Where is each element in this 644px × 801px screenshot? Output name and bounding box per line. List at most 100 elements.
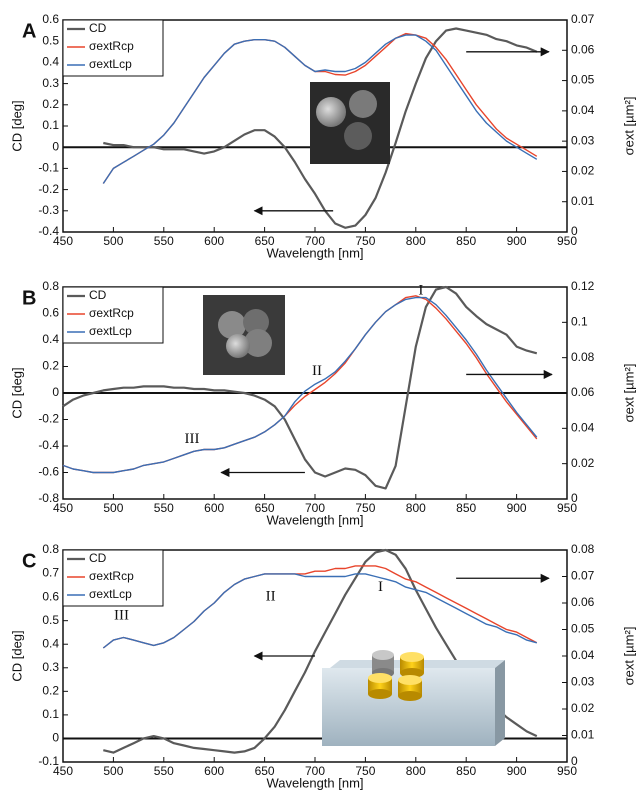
y-tick-label: -0.3	[38, 203, 59, 217]
sem-inset-b	[203, 295, 285, 375]
y-axis-label: CD [deg]	[9, 100, 24, 151]
x-tick-label: 550	[154, 764, 174, 778]
annotation: II	[312, 363, 322, 379]
x-tick-label: 450	[53, 234, 73, 248]
y-axis-label: CD [deg]	[9, 367, 24, 418]
y2-tick-label: 0.02	[571, 456, 595, 470]
y2-tick-label: 0	[571, 491, 578, 505]
x-tick-label: 500	[103, 234, 123, 248]
series-line	[102, 573, 537, 649]
insets	[203, 82, 505, 746]
x-tick-label: 900	[507, 234, 527, 248]
y2-tick-label: 0.04	[571, 648, 595, 662]
y2-tick-label: 0.03	[571, 133, 595, 147]
structure-inset-c	[322, 650, 505, 746]
annotation: I	[378, 579, 383, 595]
x-tick-label: 750	[355, 234, 375, 248]
y-tick-label: 0.2	[42, 97, 59, 111]
sem-inset-a	[310, 82, 390, 164]
legend-label: σextRcp	[89, 569, 134, 583]
x-tick-label: 450	[53, 764, 73, 778]
x-tick-label: 800	[406, 764, 426, 778]
y-tick-label: 0.4	[42, 332, 59, 346]
x-tick-label: 600	[204, 764, 224, 778]
x-tick-label: 600	[204, 234, 224, 248]
y2-axis-label: σext [µm²]	[621, 364, 636, 423]
y2-tick-label: 0.04	[571, 103, 595, 117]
y-tick-label: 0.8	[42, 542, 59, 556]
y2-tick-label: 0.02	[571, 701, 595, 715]
panel: 450 500 550 600 650 700 750 800 850 900 950 -0.4 -0.…	[9, 12, 636, 260]
x-tick-label: 700	[305, 764, 325, 778]
x-tick-label: 750	[355, 501, 375, 515]
legend-label: CD	[89, 288, 107, 302]
y2-tick-label: 0.01	[571, 194, 595, 208]
y-tick-label: 0.6	[42, 589, 59, 603]
y2-axis-label: σext [µm²]	[621, 97, 636, 156]
annotation: I	[418, 282, 423, 298]
annotation: III	[114, 607, 129, 623]
y2-tick-label: 0.07	[571, 12, 595, 26]
x-tick-label: 850	[456, 234, 476, 248]
y2-tick-label: 0.08	[571, 542, 595, 556]
y2-tick-label: 0.05	[571, 622, 595, 636]
y-tick-label: 0.1	[42, 118, 59, 132]
y-tick-label: -0.2	[38, 412, 59, 426]
series-line	[62, 285, 538, 490]
x-tick-label: 800	[406, 501, 426, 515]
y-tick-label: 0.7	[42, 566, 59, 580]
annotation: II	[266, 589, 276, 605]
y-tick-label: -0.2	[38, 182, 59, 196]
panel-label: A	[22, 20, 36, 42]
legend-label: σextRcp	[89, 306, 134, 320]
x-tick-label: 450	[53, 501, 73, 515]
y2-tick-label: 0.04	[571, 421, 595, 435]
y2-tick-label: 0.12	[571, 279, 595, 293]
legend-label: CD	[89, 21, 107, 35]
x-tick-label: 700	[305, 501, 325, 515]
x-tick-label: 550	[154, 501, 174, 515]
x-tick-label: 800	[406, 234, 426, 248]
x-tick-label: 650	[255, 501, 275, 515]
x-tick-label: 950	[557, 501, 577, 515]
legend-label: σextRcp	[89, 39, 134, 53]
y-tick-label: -0.1	[38, 161, 59, 175]
y-tick-label: -0.4	[38, 438, 59, 452]
y2-tick-label: 0.07	[571, 569, 595, 583]
legend-box	[62, 19, 164, 77]
x-tick-label: 500	[103, 501, 123, 515]
y-tick-label: 0	[52, 139, 59, 153]
x-tick-label: 500	[103, 764, 123, 778]
y-tick-label: -0.4	[38, 224, 59, 238]
x-tick-label: 600	[204, 501, 224, 515]
y2-tick-label: 0.1	[571, 315, 588, 329]
y-tick-label: 0.2	[42, 359, 59, 373]
y-tick-label: 0.2	[42, 684, 59, 698]
y-tick-label: 0	[52, 731, 59, 745]
x-tick-label: 900	[507, 501, 527, 515]
x-tick-label: 950	[557, 234, 577, 248]
annotation: III	[185, 431, 200, 447]
y-tick-label: 0.6	[42, 306, 59, 320]
x-tick-label: 650	[255, 234, 275, 248]
y-tick-label: 0.1	[42, 707, 59, 721]
panel: 450 500 550 600 650 700 750 800 850 900 950 -0.1 0 0.…	[9, 542, 636, 790]
y2-tick-label: 0.02	[571, 164, 595, 178]
y-tick-label: -0.6	[38, 465, 59, 479]
y-tick-label: -0.8	[38, 491, 59, 505]
y-axis-label: CD [deg]	[9, 630, 24, 681]
y-tick-label: 0.3	[42, 660, 59, 674]
x-tick-label: 850	[456, 501, 476, 515]
y-tick-label: 0.5	[42, 33, 59, 47]
y2-tick-label: 0.03	[571, 675, 595, 689]
x-tick-label: 700	[305, 234, 325, 248]
y2-tick-label: 0.05	[571, 73, 595, 87]
y-tick-label: 0.8	[42, 279, 59, 293]
series-line	[102, 34, 538, 184]
y-tick-label: 0.6	[42, 12, 59, 26]
x-tick-label: 950	[557, 764, 577, 778]
y-tick-label: 0.4	[42, 55, 59, 69]
panel: 450 500 550 600 650 700 750 800 850 900 950 -0.8 -0.…	[9, 279, 636, 527]
y2-tick-label: 0.08	[571, 350, 595, 364]
y2-tick-label: 0.06	[571, 42, 595, 56]
